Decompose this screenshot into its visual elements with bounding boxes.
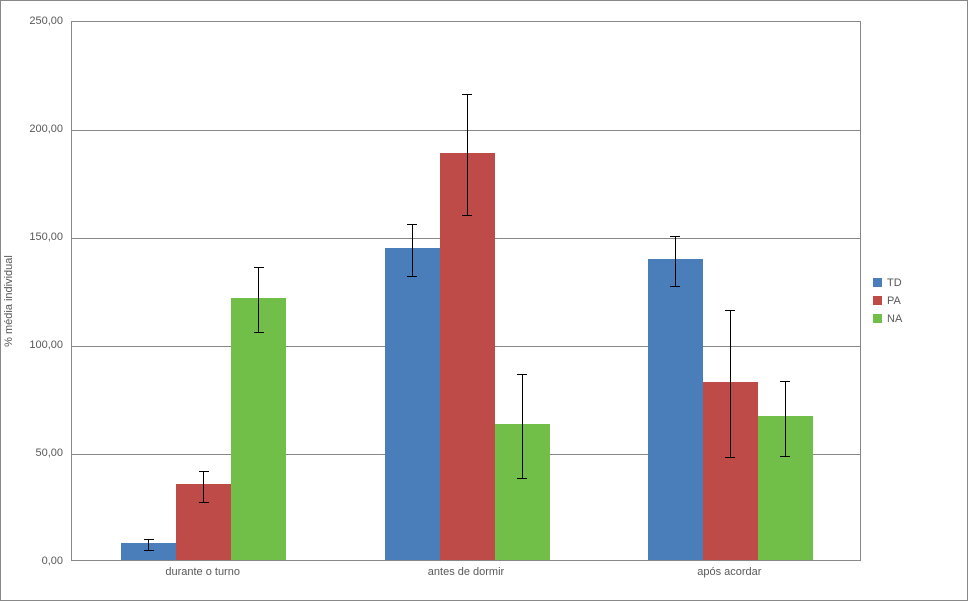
y-tick-label: 200,00 [13, 123, 63, 135]
x-tick-label: antes de dormir [428, 566, 504, 578]
error-cap [780, 381, 790, 382]
error-cap [144, 550, 154, 551]
x-tick-label: durante o turno [165, 566, 240, 578]
error-cap [780, 456, 790, 457]
legend-swatch [873, 278, 882, 287]
error-cap [670, 286, 680, 287]
error-bar [258, 267, 259, 332]
y-tick-label: 0,00 [13, 555, 63, 567]
error-cap [725, 457, 735, 458]
error-cap [199, 502, 209, 503]
error-bar [730, 310, 731, 457]
error-cap [407, 224, 417, 225]
bar [231, 298, 286, 560]
error-cap [254, 267, 264, 268]
plot-area [71, 21, 861, 561]
y-tick-label: 50,00 [13, 447, 63, 459]
error-bar [522, 374, 523, 478]
error-cap [462, 94, 472, 95]
error-cap [670, 236, 680, 237]
legend-swatch [873, 296, 882, 305]
error-cap [199, 471, 209, 472]
error-bar [412, 224, 413, 276]
bar [385, 248, 440, 560]
chart-container: % média individual TD PA NA 0,00 50,00 100,0… [0, 0, 968, 601]
error-cap [144, 539, 154, 540]
error-bar [148, 539, 149, 550]
x-tick-label: após acordar [697, 566, 761, 578]
error-cap [462, 215, 472, 216]
error-cap [517, 374, 527, 375]
error-bar [203, 471, 204, 501]
error-bar [675, 236, 676, 286]
legend-swatch [873, 314, 882, 323]
error-cap [407, 276, 417, 277]
legend-label: PA [887, 295, 901, 307]
legend: TD PA NA [873, 271, 902, 331]
error-cap [725, 310, 735, 311]
error-bar [785, 381, 786, 457]
y-tick-label: 250,00 [13, 15, 63, 27]
legend-label: NA [887, 313, 902, 325]
y-tick-label: 100,00 [13, 339, 63, 351]
y-axis-label: % média individual [3, 255, 15, 347]
error-cap [254, 332, 264, 333]
bar [648, 259, 703, 560]
error-cap [517, 478, 527, 479]
legend-item: NA [873, 313, 902, 325]
y-tick-label: 150,00 [13, 231, 63, 243]
error-bar [467, 94, 468, 215]
legend-label: TD [887, 277, 902, 289]
legend-item: TD [873, 277, 902, 289]
legend-item: PA [873, 295, 902, 307]
